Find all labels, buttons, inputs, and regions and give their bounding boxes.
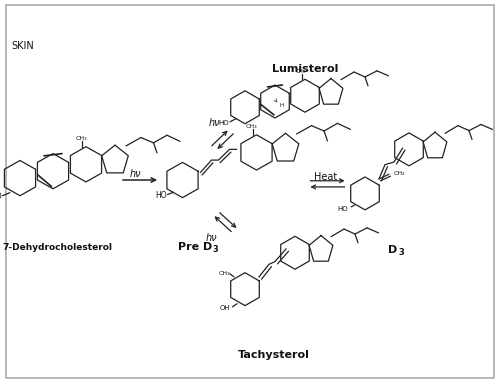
Text: 3: 3 [212,245,218,254]
Text: HO: HO [156,191,168,200]
Text: 7-Dehydrocholesterol: 7-Dehydrocholesterol [2,242,112,252]
Text: hν: hν [206,233,218,243]
Text: 3: 3 [398,248,404,257]
Text: H: H [279,103,283,108]
Text: Heat: Heat [314,172,338,182]
Text: hν: hν [129,169,141,179]
Text: SKIN: SKIN [11,41,34,51]
Text: D: D [388,245,397,255]
Text: hν: hν [208,118,220,128]
Text: HO: HO [0,192,2,201]
Text: Pre D: Pre D [178,242,212,252]
Text: Lumisterol: Lumisterol [272,64,338,74]
Text: CH₃: CH₃ [296,69,306,74]
Text: CH₃: CH₃ [246,124,258,129]
Text: HO: HO [337,206,348,212]
Text: Tachysterol: Tachysterol [238,350,310,360]
Text: HO: HO [218,119,230,126]
Text: CH₃: CH₃ [218,270,230,276]
Text: CH₃: CH₃ [75,136,87,141]
Text: CH₂: CH₂ [394,171,406,176]
Text: OH: OH [220,305,230,311]
